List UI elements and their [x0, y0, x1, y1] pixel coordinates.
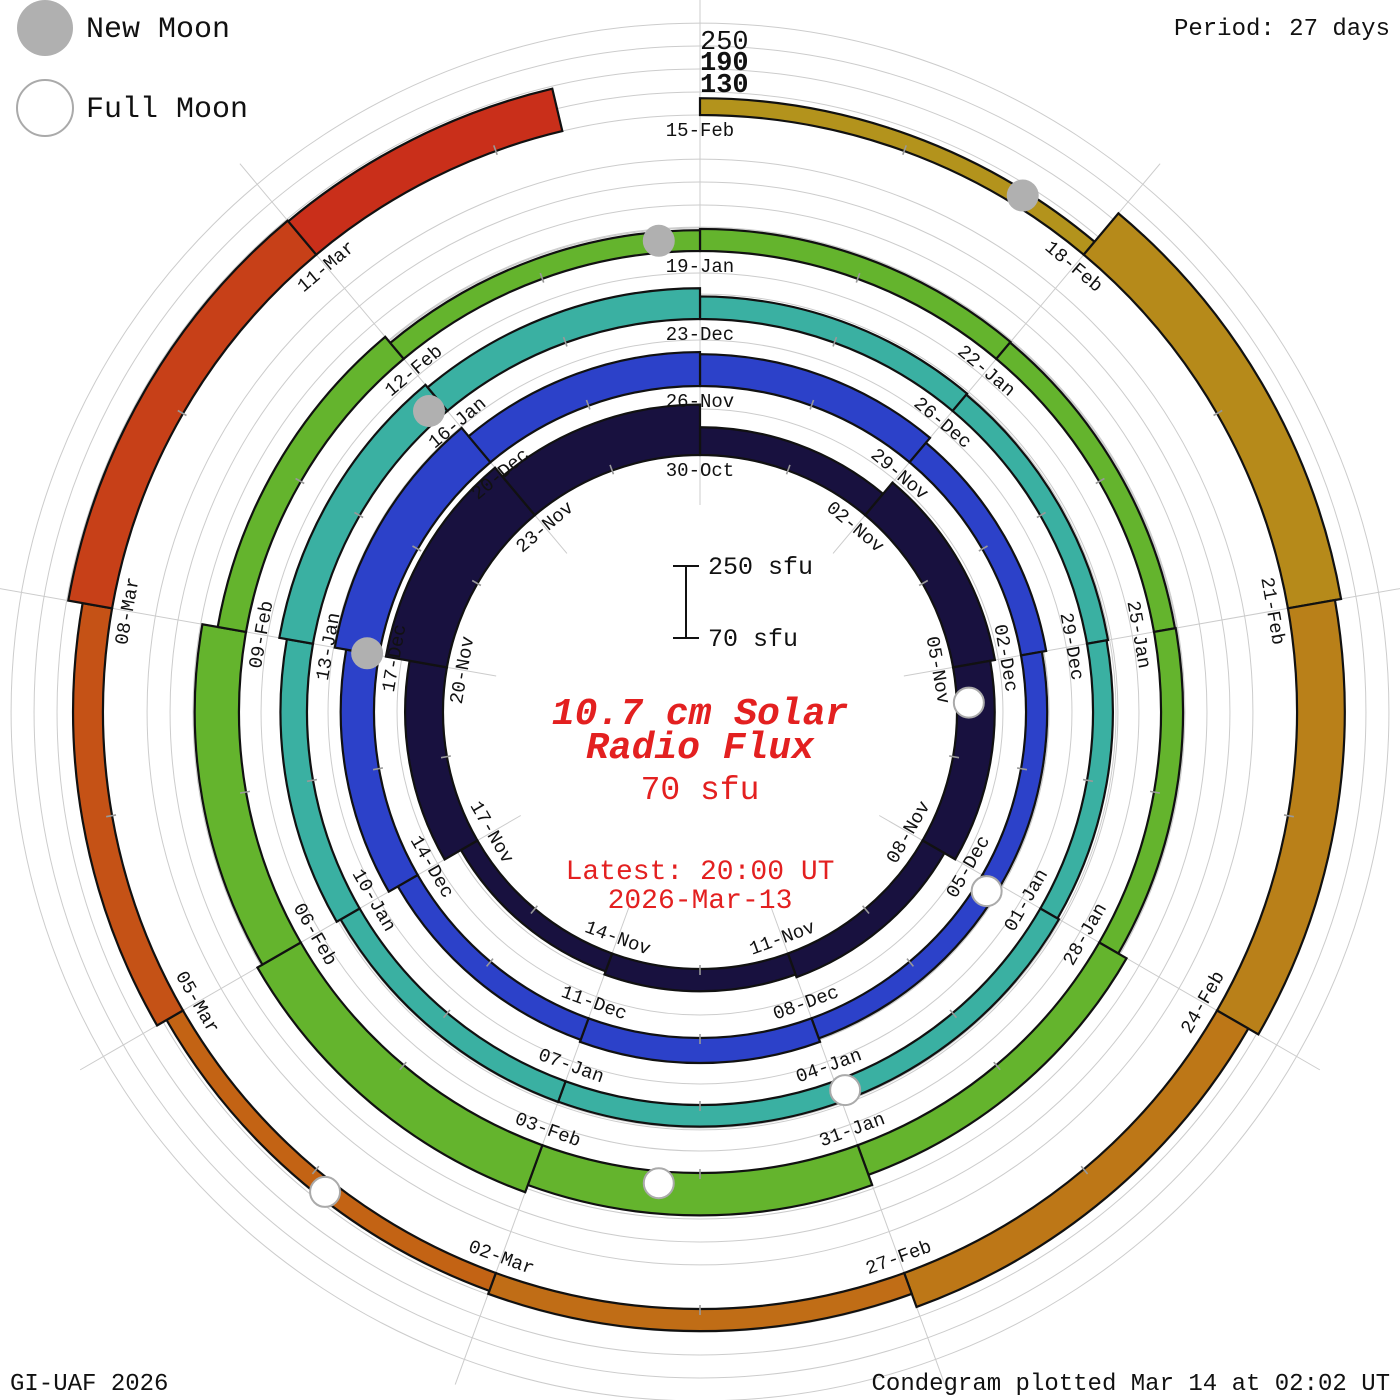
svg-text:GI-UAF 2026: GI-UAF 2026	[10, 1371, 168, 1398]
svg-text:250 sfu: 250 sfu	[708, 553, 813, 582]
svg-text:19-Jan: 19-Jan	[666, 256, 734, 278]
svg-text:2026-Mar-13: 2026-Mar-13	[608, 886, 793, 917]
svg-text:Radio Flux: Radio Flux	[586, 727, 815, 770]
svg-text:Latest: 20:00 UT: Latest: 20:00 UT	[566, 857, 835, 888]
svg-text:70 sfu: 70 sfu	[641, 772, 760, 809]
svg-text:130: 130	[700, 71, 749, 101]
svg-text:26-Nov: 26-Nov	[666, 391, 734, 413]
svg-text:30-Oct: 30-Oct	[666, 460, 734, 482]
svg-text:23-Dec: 23-Dec	[666, 324, 734, 346]
svg-text:Period: 27 days: Period: 27 days	[1174, 16, 1390, 43]
svg-text:Condegram plotted Mar 14 at 02: Condegram plotted Mar 14 at 02:02 UT	[872, 1371, 1390, 1398]
svg-text:15-Feb: 15-Feb	[666, 120, 734, 142]
svg-text:70 sfu: 70 sfu	[708, 625, 798, 654]
svg-text:Full Moon: Full Moon	[86, 93, 248, 127]
svg-text:New Moon: New Moon	[86, 13, 230, 47]
